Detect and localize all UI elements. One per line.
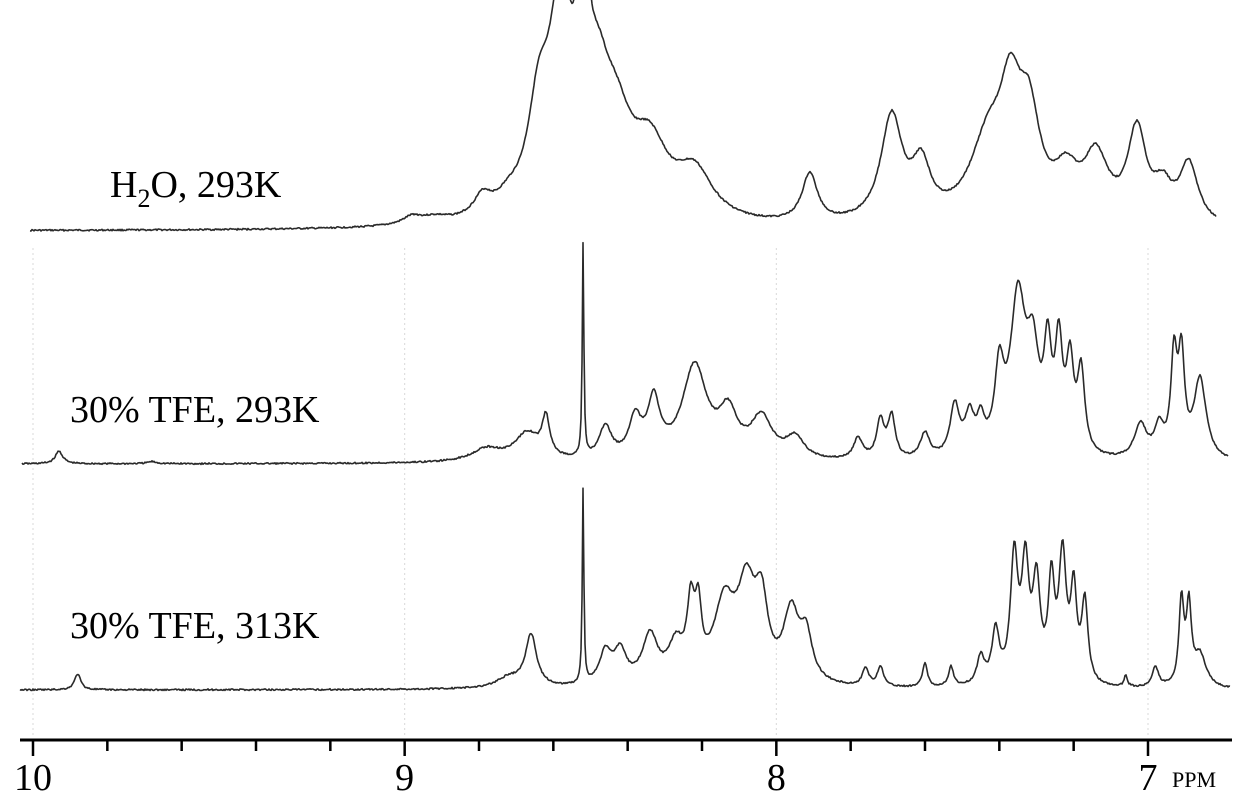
- trace-label-tfe-293k: 30% TFE, 293K: [70, 389, 320, 431]
- x-axis-ticks: [31, 740, 1150, 756]
- x-axis: 10 9 8 7 PPM: [14, 738, 1232, 797]
- tick-label-10: 10: [14, 757, 52, 797]
- spectrum-trace-3: [19, 487, 1231, 692]
- spectrum-trace-1: [29, 0, 1217, 232]
- x-axis-unit-label: PPM: [1172, 767, 1216, 792]
- spectrum-traces: [19, 0, 1231, 692]
- tick-label-8: 8: [767, 757, 786, 797]
- trace-label-tfe-313k: 30% TFE, 313K: [70, 605, 320, 647]
- tick-label-9: 9: [395, 757, 414, 797]
- trace-labels: H2O, 293K 30% TFE, 293K 30% TFE, 313K: [70, 164, 320, 647]
- tick-label-7: 7: [1139, 757, 1158, 797]
- vertical-gridlines: [32, 248, 1149, 735]
- x-axis-tick-labels: 10 9 8 7: [14, 757, 1158, 797]
- trace-label-h2o-293k: H2O, 293K: [110, 164, 282, 213]
- spectrum-trace-2: [21, 241, 1229, 466]
